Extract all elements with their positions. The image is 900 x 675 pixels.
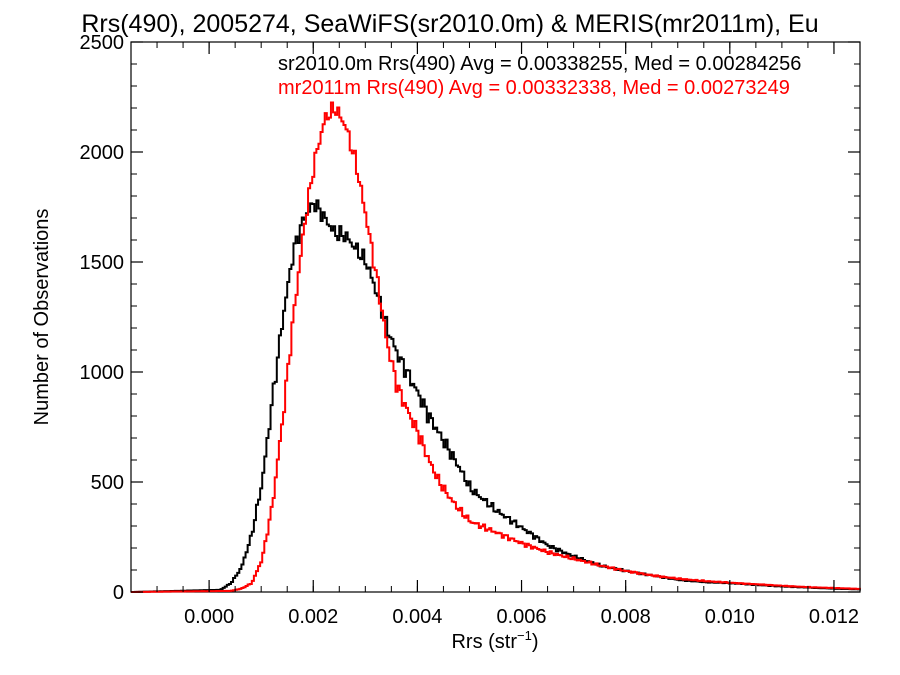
plot-frame [130, 41, 861, 593]
x-axis-label: Rrs (str−1) [451, 628, 538, 653]
x-tick-label-6: 0.012 [809, 606, 859, 628]
x-tick-label-1: 0.002 [288, 606, 338, 628]
y-axis-label: Number of Observations [31, 209, 53, 426]
x-tick-label-2: 0.004 [392, 606, 442, 628]
x-axis-label-end: ) [532, 631, 539, 653]
chart-title: Rrs(490), 2005274, SeaWiFS(sr2010.0m) & … [81, 10, 818, 38]
y-tick-label-3: 1500 [80, 252, 125, 274]
y-tick-label-2: 1000 [80, 362, 125, 384]
x-tick-label-3: 0.006 [497, 606, 547, 628]
x-axis-label-base: Rrs (str [451, 631, 517, 653]
y-tick-label-1: 500 [91, 472, 124, 494]
x-axis-label-sup: −1 [517, 628, 532, 643]
legend-entry-2: mr2011m Rrs(490) Avg = 0.00332338, Med =… [278, 77, 790, 99]
x-tick-label-0: 0.000 [184, 606, 234, 628]
series-line-2 [131, 101, 861, 593]
x-tick-label-5: 0.010 [705, 606, 755, 628]
y-tick-label-4: 2000 [80, 142, 125, 164]
legend-entry-1: sr2010.0m Rrs(490) Avg = 0.00338255, Med… [278, 53, 801, 75]
y-tick-label-0: 0 [113, 582, 124, 604]
x-tick-label-4: 0.008 [601, 606, 651, 628]
y-tick-label-5: 2500 [80, 32, 125, 54]
